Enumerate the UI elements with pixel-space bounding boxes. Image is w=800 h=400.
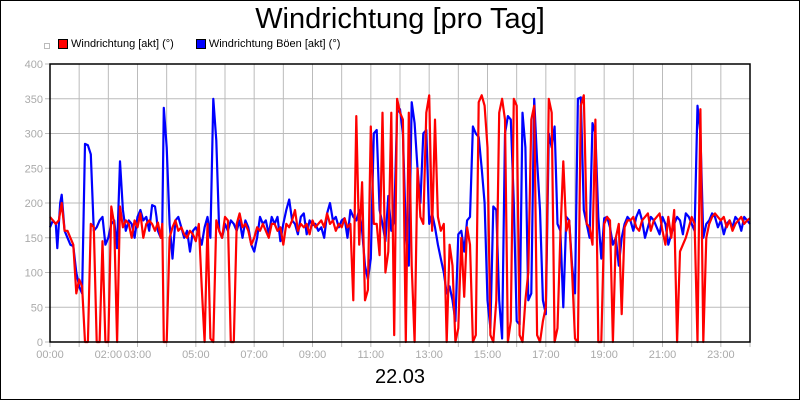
y-axis: 0 50 100 150 200 250 300 350 400 [25, 59, 50, 349]
y-tick-label: 350 [25, 94, 43, 106]
x-tick-label: 15:00 [474, 349, 502, 361]
y-tick-label: 200 [25, 198, 43, 210]
chart-title: Windrichtung [pro Tag] [255, 3, 545, 35]
x-tick-label: 02:00 [95, 349, 123, 361]
x-axis-date-label: 22.03 [374, 366, 426, 388]
y-tick-label: 300 [25, 129, 43, 141]
plot-border [49, 63, 751, 343]
x-tick-label: 21:00 [649, 349, 677, 361]
x-tick-label: 05:00 [182, 349, 210, 361]
x-tick-label: 11:00 [357, 349, 384, 361]
y-tick-label: 150 [25, 233, 43, 245]
y-tick-label: 50 [31, 302, 43, 314]
legend-item-windrichtung: Windrichtung [akt] (°) [58, 38, 174, 50]
x-tick-label: 17:00 [532, 349, 560, 361]
legend-swatch-red [58, 39, 68, 49]
x-tick-label: 07:00 [240, 349, 268, 361]
x-tick-label: 09:00 [299, 349, 327, 361]
y-tick-label: 0 [37, 337, 43, 349]
chart-legend: Windrichtung [akt] (°) Windrichtung Böen… [44, 37, 362, 51]
grid-lines [50, 63, 750, 343]
legend-label: Windrichtung [akt] (°) [71, 38, 174, 50]
legend-item-windrichtung-boeen: Windrichtung Böen [akt] (°) [195, 38, 341, 50]
x-tick-label: 03:00 [124, 349, 152, 361]
legend-swatch-blue [195, 39, 206, 49]
legend-marker-icon [44, 43, 50, 49]
x-tick-label: 00:00 [36, 349, 64, 361]
y-tick-label: 400 [25, 59, 43, 71]
x-tick-label: 13:00 [415, 349, 443, 361]
x-axis: 00:00 02:00 03:00 05:00 07:00 09:00 11:00 13:00… [36, 342, 751, 361]
legend-label: Windrichtung Böen [akt] (°) [208, 38, 341, 50]
x-tick-label: 19:00 [590, 349, 618, 361]
x-tick-label: 23:00 [707, 349, 735, 361]
y-tick-label: 250 [25, 163, 43, 175]
y-tick-label: 100 [25, 268, 43, 280]
